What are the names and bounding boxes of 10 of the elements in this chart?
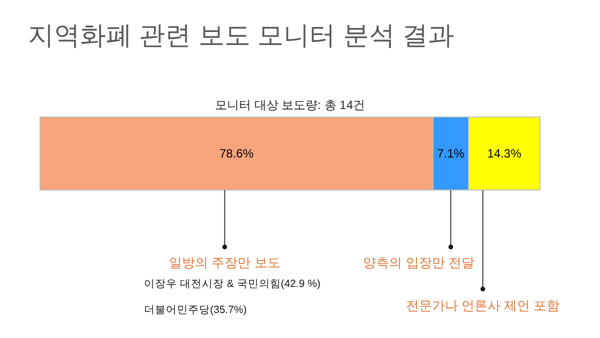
data-label: 7.1% [437,146,465,160]
text: 양측의 입장만 전달 [363,255,474,270]
text: 이장우 대전시장 & 국민의힘(42.9 %) [144,278,320,290]
chart-title: 지역화폐 관련 보도 모니터 분석 결과 [28,20,454,50]
data-label: 14.3% [487,146,522,160]
text: 일방의 주장만 보도 [169,255,280,270]
chart-subtitle: 모니터 대상 보도량: 총 14건 [214,98,366,112]
data-label: 78.6% [219,146,254,160]
text: 전문가나 언론사 제언 포함 [406,298,560,313]
text: 더불어민주당(35.7%) [144,304,247,316]
